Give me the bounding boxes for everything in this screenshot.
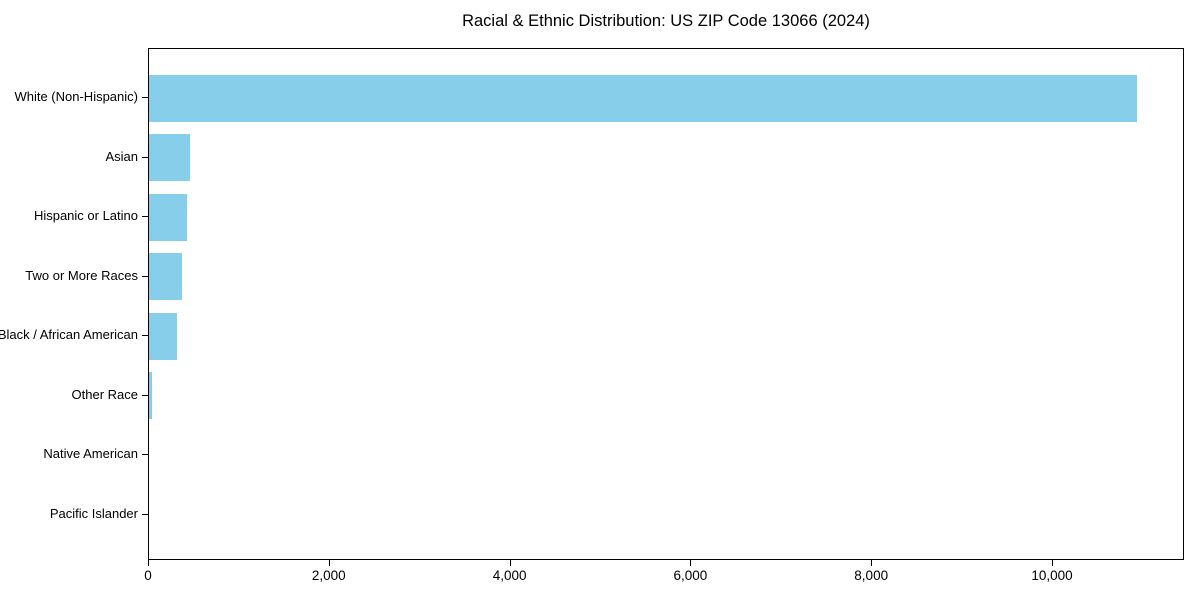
x-tick-mark	[148, 560, 149, 566]
x-tick-label: 6,000	[673, 568, 708, 583]
x-tick-mark	[1052, 560, 1053, 566]
y-tick-label-black-african-american: Black / African American	[0, 327, 138, 343]
y-tick-mark	[142, 216, 148, 218]
x-tick-mark	[871, 560, 873, 566]
bar-asian	[149, 134, 191, 182]
y-tick-label-native-american: Native American	[43, 446, 138, 462]
x-tick-mark	[690, 560, 692, 566]
y-tick-label-white-non-hispanic: White (Non-Hispanic)	[14, 89, 138, 104]
plot-area	[148, 48, 1184, 560]
bar-white-non-hispanic	[149, 74, 1137, 122]
x-tick-mark	[328, 560, 330, 566]
y-tick-label-two-or-more-races: Two or More Races	[25, 267, 138, 283]
y-tick-mark	[142, 454, 148, 456]
bar-other-race	[149, 372, 153, 420]
y-tick-mark	[142, 394, 148, 396]
y-tick-mark	[142, 156, 148, 158]
x-tick-label: 2,000	[311, 568, 346, 583]
chart-title: Racial & Ethnic Distribution: US ZIP Cod…	[462, 12, 870, 30]
bar-hispanic-or-latino	[149, 193, 187, 241]
y-tick-label-pacific-islander: Pacific Islander	[49, 505, 138, 521]
y-tick-label-asian: Asian	[105, 148, 138, 164]
y-tick-mark	[142, 275, 148, 277]
y-tick-mark	[142, 97, 148, 98]
x-tick-label: 0	[144, 568, 152, 583]
x-tick-label: 10,000	[1031, 568, 1073, 583]
y-tick-label-hispanic-or-latino: Hispanic or Latino	[33, 208, 138, 224]
y-tick-mark	[142, 513, 148, 515]
bar-two-or-more-races	[149, 253, 182, 301]
x-tick-mark	[509, 560, 511, 566]
y-tick-mark	[142, 335, 148, 337]
x-tick-label: 8,000	[854, 568, 889, 583]
x-tick-label: 4,000	[492, 568, 527, 583]
y-tick-label-other-race: Other Race	[71, 386, 138, 402]
bar-black-african-american	[149, 312, 178, 360]
